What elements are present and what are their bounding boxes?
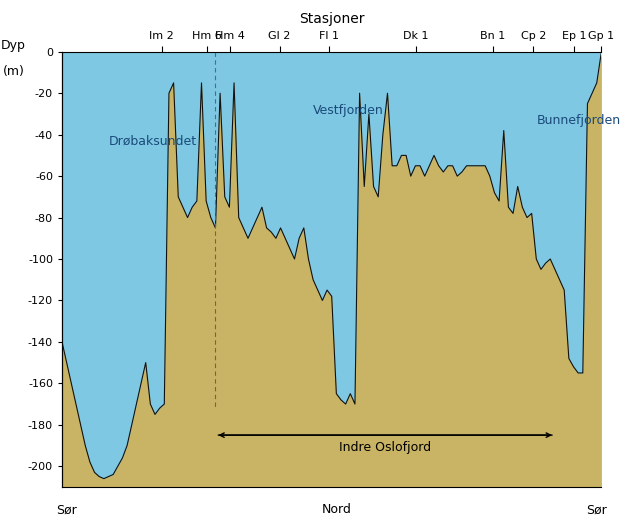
Text: Sør: Sør: [587, 503, 607, 516]
Text: Vestfjorden: Vestfjorden: [313, 104, 384, 117]
Text: (m): (m): [2, 65, 24, 78]
Text: Bunnefjorden: Bunnefjorden: [536, 114, 620, 127]
Text: Drøbaksundet: Drøbaksundet: [108, 135, 197, 148]
Text: Indre Oslofjord: Indre Oslofjord: [339, 441, 432, 454]
Text: Dyp: Dyp: [1, 39, 26, 52]
X-axis label: Stasjoner: Stasjoner: [299, 12, 365, 26]
Text: Nord: Nord: [321, 503, 352, 516]
Text: Sør: Sør: [56, 503, 77, 516]
